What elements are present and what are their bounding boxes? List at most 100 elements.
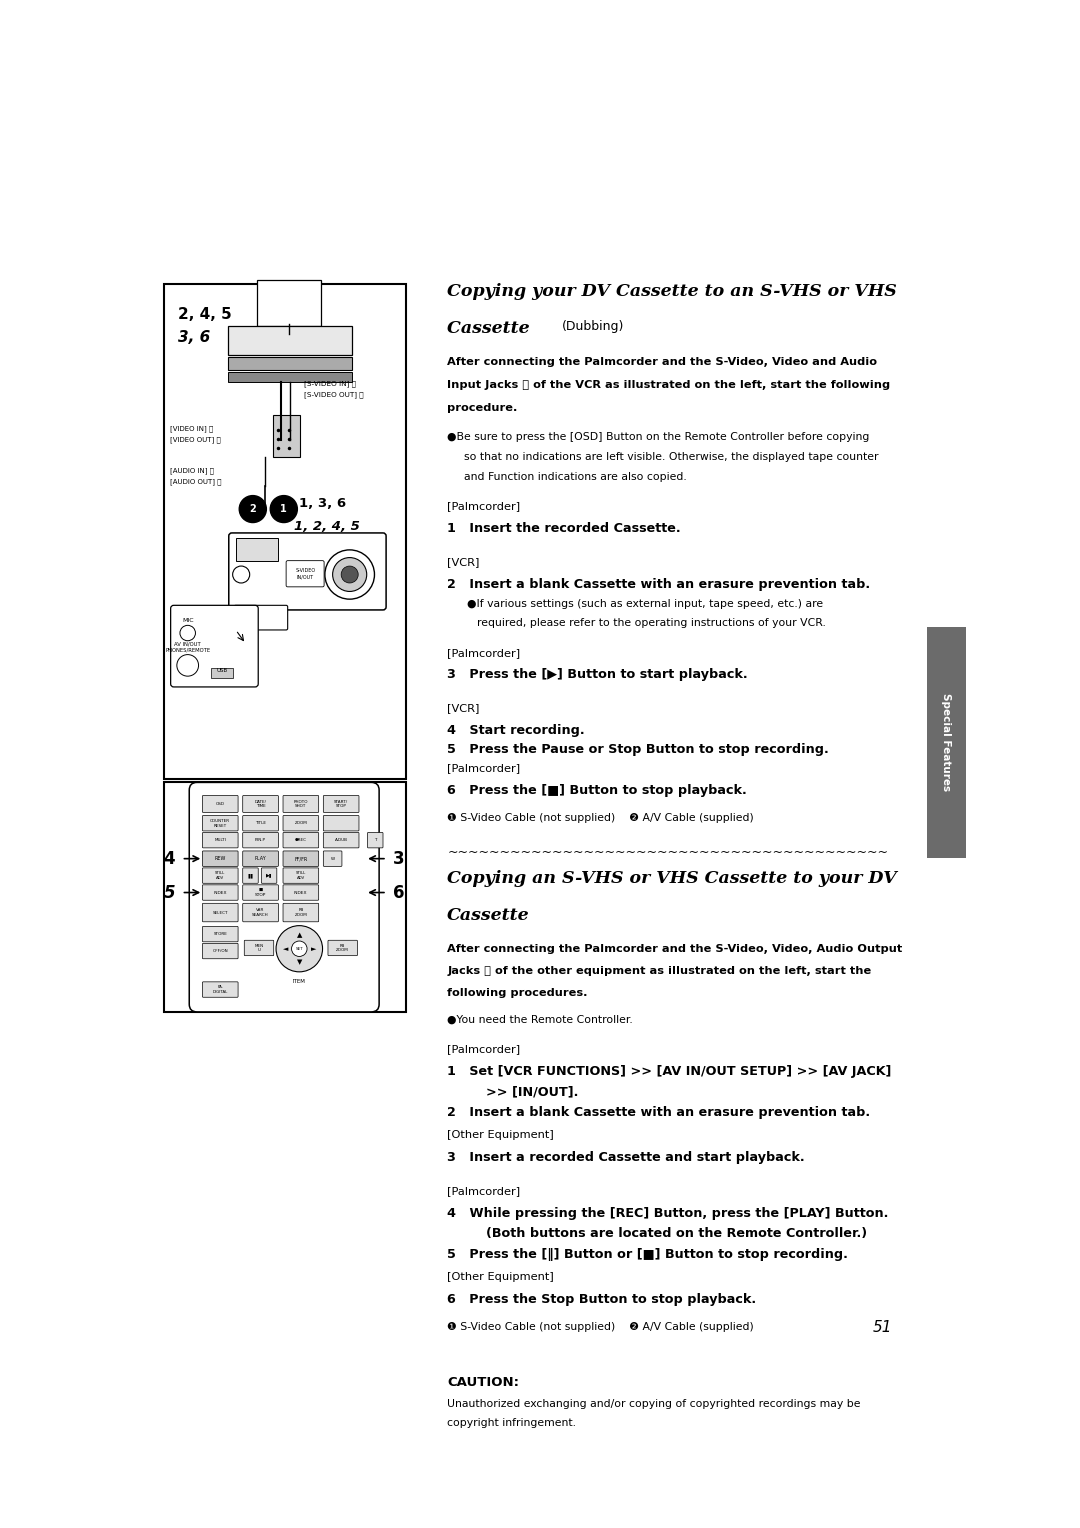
Text: 2   Insert a blank Cassette with an erasure prevention tab.: 2 Insert a blank Cassette with an erasur… — [447, 578, 870, 591]
Text: 3   Press the [▶] Button to start playback.: 3 Press the [▶] Button to start playback… — [447, 668, 748, 681]
Text: 1   Set [VCR FUNCTIONS] >> [AV IN/OUT SETUP] >> [AV JACK]: 1 Set [VCR FUNCTIONS] >> [AV IN/OUT SETU… — [447, 1065, 892, 1079]
Text: 4: 4 — [164, 850, 175, 868]
Text: 4   While pressing the [REC] Button, press the [PLAY] Button.: 4 While pressing the [REC] Button, press… — [447, 1207, 889, 1219]
Text: 2   Insert a blank Cassette with an erasure prevention tab.: 2 Insert a blank Cassette with an erasur… — [447, 1106, 870, 1118]
Text: [Palmcorder]: [Palmcorder] — [447, 1186, 521, 1196]
Circle shape — [341, 565, 359, 584]
Circle shape — [240, 495, 267, 523]
Text: FF/FR: FF/FR — [294, 856, 308, 862]
Text: 5   Press the Pause or Stop Button to stop recording.: 5 Press the Pause or Stop Button to stop… — [447, 743, 829, 756]
FancyBboxPatch shape — [202, 926, 238, 941]
Text: 6   Press the Stop Button to stop playback.: 6 Press the Stop Button to stop playback… — [447, 1293, 756, 1306]
FancyBboxPatch shape — [202, 816, 238, 831]
Text: [S-VIDEO IN] Ⓐ: [S-VIDEO IN] Ⓐ — [303, 380, 356, 387]
Text: START/
STOP: START/ STOP — [334, 799, 348, 808]
Text: 1, 3, 6: 1, 3, 6 — [299, 497, 347, 510]
Text: STILL
ADV: STILL ADV — [215, 871, 226, 880]
Text: 4   Start recording.: 4 Start recording. — [447, 724, 585, 736]
Text: 3: 3 — [393, 850, 405, 868]
Text: 2, 4, 5: 2, 4, 5 — [177, 307, 231, 322]
FancyBboxPatch shape — [243, 868, 258, 883]
FancyBboxPatch shape — [234, 605, 287, 630]
Text: OFF/ON: OFF/ON — [213, 949, 228, 953]
Text: AV IN/OUT
PHONES/REMOTE: AV IN/OUT PHONES/REMOTE — [165, 642, 211, 652]
FancyBboxPatch shape — [189, 782, 379, 1012]
FancyBboxPatch shape — [261, 868, 276, 883]
Text: STILL
ADV: STILL ADV — [296, 871, 306, 880]
Text: ●If various settings (such as external input, tape speed, etc.) are: ●If various settings (such as external i… — [467, 599, 823, 610]
Text: Unauthorized exchanging and/or copying of copyrighted recordings may be: Unauthorized exchanging and/or copying o… — [447, 1400, 861, 1409]
FancyBboxPatch shape — [927, 626, 966, 857]
Text: [AUDIO IN] Ⓐ: [AUDIO IN] Ⓐ — [170, 468, 214, 474]
Circle shape — [276, 926, 323, 972]
Text: Input Jacks Ⓐ of the VCR as illustrated on the left, start the following: Input Jacks Ⓐ of the VCR as illustrated … — [447, 380, 890, 390]
Text: copyright infringement.: copyright infringement. — [447, 1418, 577, 1427]
Circle shape — [177, 654, 199, 677]
Circle shape — [325, 550, 375, 599]
Text: SET: SET — [296, 947, 303, 950]
Text: ▲: ▲ — [297, 932, 302, 938]
FancyBboxPatch shape — [283, 868, 319, 883]
Text: Cassette: Cassette — [447, 908, 530, 924]
Text: ❶ S-Video Cable (not supplied)    ❷ A/V Cable (supplied): ❶ S-Video Cable (not supplied) ❷ A/V Cab… — [447, 813, 754, 824]
FancyBboxPatch shape — [323, 796, 359, 813]
Circle shape — [232, 565, 249, 584]
Text: MULTI: MULTI — [214, 839, 226, 842]
Circle shape — [180, 625, 195, 640]
Text: 1, 2, 4, 5: 1, 2, 4, 5 — [294, 520, 360, 533]
Text: MIC: MIC — [181, 619, 193, 623]
Text: P.IN.P: P.IN.P — [255, 839, 266, 842]
Text: (Dubbing): (Dubbing) — [562, 321, 624, 333]
Text: REW: REW — [215, 856, 226, 862]
Text: required, please refer to the operating instructions of your VCR.: required, please refer to the operating … — [476, 619, 825, 628]
FancyBboxPatch shape — [202, 796, 238, 813]
FancyBboxPatch shape — [323, 816, 359, 831]
FancyBboxPatch shape — [211, 668, 232, 678]
FancyBboxPatch shape — [243, 851, 279, 866]
Text: After connecting the Palmcorder and the S-Video, Video, Audio Output: After connecting the Palmcorder and the … — [447, 944, 903, 953]
Text: ▼: ▼ — [297, 960, 302, 966]
Text: 1   Insert the recorded Cassette.: 1 Insert the recorded Cassette. — [447, 523, 681, 535]
Text: 2: 2 — [249, 504, 256, 513]
Text: following procedures.: following procedures. — [447, 989, 588, 998]
Text: Special Features: Special Features — [942, 694, 951, 792]
FancyBboxPatch shape — [171, 605, 258, 688]
Text: Copying an S-VHS or VHS Cassette to your DV: Copying an S-VHS or VHS Cassette to your… — [447, 871, 897, 888]
FancyBboxPatch shape — [283, 885, 319, 900]
FancyBboxPatch shape — [328, 940, 357, 955]
FancyBboxPatch shape — [243, 885, 279, 900]
Text: OSD: OSD — [216, 802, 225, 805]
Text: After connecting the Palmcorder and the S-Video, Video and Audio: After connecting the Palmcorder and the … — [447, 358, 877, 367]
FancyBboxPatch shape — [243, 833, 279, 848]
FancyBboxPatch shape — [202, 868, 238, 883]
Text: [Palmcorder]: [Palmcorder] — [447, 648, 521, 657]
Text: ▶▮: ▶▮ — [266, 872, 272, 879]
Text: ~~~~~~~~~~~~~~~~~~~~~~~~~~~~~~~~~~~~~~~~~~: ~~~~~~~~~~~~~~~~~~~~~~~~~~~~~~~~~~~~~~~~… — [447, 845, 889, 859]
Text: ►: ► — [311, 946, 316, 952]
FancyBboxPatch shape — [286, 561, 324, 587]
FancyBboxPatch shape — [202, 983, 238, 998]
Text: T: T — [374, 839, 377, 842]
FancyBboxPatch shape — [202, 885, 238, 900]
Text: ◄: ◄ — [283, 946, 288, 952]
Text: COUNTER
RESET: COUNTER RESET — [211, 819, 230, 828]
Text: and Function indications are also copied.: and Function indications are also copied… — [464, 472, 687, 483]
Text: ZOOM: ZOOM — [295, 821, 307, 825]
Text: INDEX: INDEX — [294, 891, 308, 894]
FancyBboxPatch shape — [202, 943, 238, 958]
Text: SELECT: SELECT — [213, 911, 228, 915]
Text: [Other Equipment]: [Other Equipment] — [447, 1131, 554, 1140]
Circle shape — [292, 941, 307, 957]
Text: S-VIDEO
IN/OUT: S-VIDEO IN/OUT — [296, 568, 315, 579]
FancyBboxPatch shape — [283, 833, 319, 848]
Text: (Both buttons are located on the Remote Controller.): (Both buttons are located on the Remote … — [486, 1227, 867, 1239]
Text: Copying your DV Cassette to an S-VHS or VHS: Copying your DV Cassette to an S-VHS or … — [447, 284, 897, 301]
FancyBboxPatch shape — [283, 816, 319, 831]
FancyBboxPatch shape — [323, 851, 342, 866]
FancyBboxPatch shape — [202, 851, 238, 866]
FancyBboxPatch shape — [244, 940, 273, 955]
Text: DATE/
TIME: DATE/ TIME — [255, 799, 267, 808]
FancyBboxPatch shape — [367, 833, 383, 848]
FancyBboxPatch shape — [202, 833, 238, 848]
FancyBboxPatch shape — [229, 533, 387, 610]
